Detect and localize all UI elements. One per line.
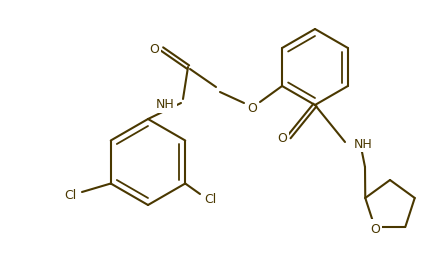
Text: Cl: Cl: [64, 189, 76, 202]
Text: NH: NH: [354, 137, 373, 150]
Text: O: O: [247, 101, 257, 114]
Text: O: O: [277, 132, 287, 145]
Text: Cl: Cl: [204, 193, 216, 206]
Text: O: O: [149, 42, 159, 55]
Text: O: O: [370, 222, 380, 235]
Text: NH: NH: [156, 98, 175, 111]
